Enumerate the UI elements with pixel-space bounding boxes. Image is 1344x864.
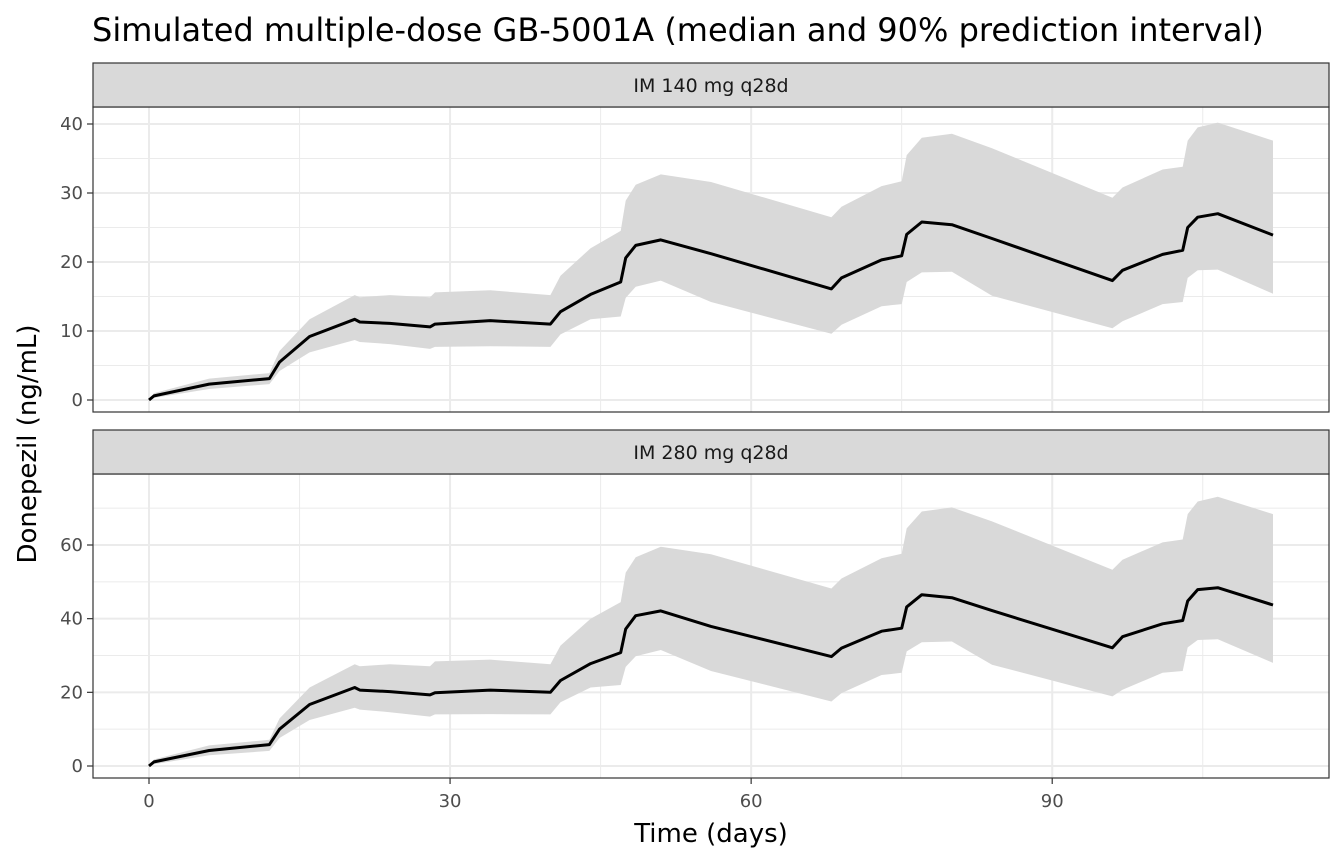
x-axis-title: Time (days) bbox=[633, 819, 788, 849]
facet-strip-label: IM 280 mg q28d bbox=[633, 442, 788, 464]
median-line bbox=[148, 586, 1274, 768]
prediction-interval-band bbox=[149, 122, 1273, 400]
prediction-interval-band bbox=[149, 496, 1273, 766]
y-tick-label: 0 bbox=[72, 390, 83, 411]
y-tick-label: 10 bbox=[60, 321, 83, 342]
x-tick-label: 0 bbox=[143, 791, 154, 812]
x-tick-label: 30 bbox=[439, 791, 462, 812]
facet-strip bbox=[92, 62, 1330, 108]
x-axis-ticks: 0 30 60 90 bbox=[143, 778, 1064, 812]
y-tick-label: 60 bbox=[60, 535, 83, 556]
y-tick-label: 20 bbox=[60, 682, 83, 703]
y-axis-ticks: 0 10 20 30 40 bbox=[60, 114, 93, 411]
median-line bbox=[148, 212, 1274, 402]
y-tick-label: 40 bbox=[60, 114, 83, 135]
facet-strip bbox=[92, 429, 1330, 475]
y-tick-label: 0 bbox=[72, 756, 83, 777]
facet-strip-label: IM 140 mg q28d bbox=[633, 75, 788, 97]
y-tick-label: 20 bbox=[60, 252, 83, 273]
y-tick-label: 40 bbox=[60, 609, 83, 630]
y-axis-title: Donepezil (ng/mL) bbox=[13, 324, 43, 563]
chart-title: Simulated multiple-dose GB-5001A (median… bbox=[92, 11, 1264, 49]
panel-im-280: 0 20 40 60 IM 280 mg q28d bbox=[60, 429, 1330, 779]
x-tick-label: 60 bbox=[740, 791, 763, 812]
y-axis-ticks: 0 20 40 60 bbox=[60, 535, 93, 777]
x-tick-label: 90 bbox=[1041, 791, 1064, 812]
panel-im-140: 0 10 20 30 40 IM 140 mg q28d bbox=[60, 62, 1330, 413]
y-tick-label: 30 bbox=[60, 183, 83, 204]
